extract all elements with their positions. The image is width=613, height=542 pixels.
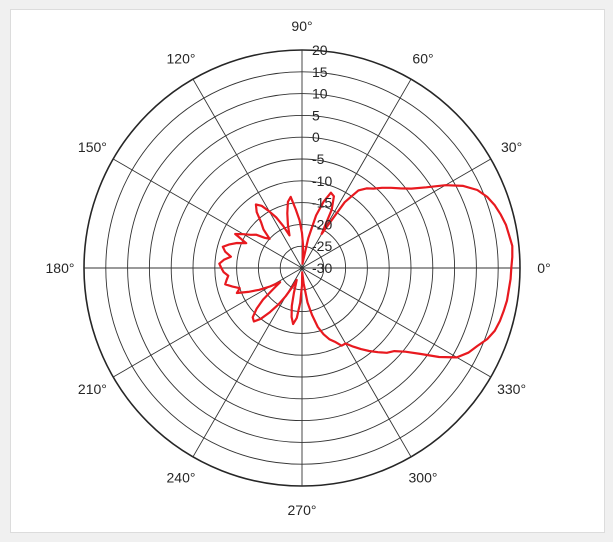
r-tick-label: -5 bbox=[312, 151, 325, 167]
angle-tick-label: 300° bbox=[409, 470, 438, 486]
angle-grid-spoke bbox=[301, 78, 412, 269]
angle-tick-label: 330° bbox=[497, 381, 526, 397]
angle-grid-spoke bbox=[301, 267, 492, 378]
r-tick-label: -25 bbox=[312, 238, 332, 254]
angle-grid-spoke bbox=[301, 158, 492, 269]
angle-tick-label: 210° bbox=[78, 381, 107, 397]
polar-chart: 0° 30° 60° 90° 120° 150° 180° 210° 240° 270° 300° 3… bbox=[46, 18, 551, 518]
angle-tick-label: 60° bbox=[412, 50, 433, 66]
plot-frame: 0° 30° 60° 90° 120° 150° 180° 210° 240° 270° 300° 3… bbox=[10, 9, 605, 533]
angle-tick-labels: 0° 30° 60° 90° 120° 150° 180° 210° 240° 270° 300° 3… bbox=[46, 18, 551, 518]
r-tick-label: -15 bbox=[312, 195, 332, 211]
angle-tick-label: 150° bbox=[78, 139, 107, 155]
r-tick-label: 0 bbox=[312, 129, 320, 145]
angle-tick-label: 30° bbox=[501, 139, 522, 155]
r-tick-label: -30 bbox=[312, 260, 332, 276]
angle-grid-spoke bbox=[192, 78, 303, 269]
angle-tick-label: 0° bbox=[537, 260, 550, 276]
angle-tick-label: 90° bbox=[291, 18, 312, 34]
series-layer bbox=[218, 184, 514, 359]
angle-tick-label: 120° bbox=[167, 50, 196, 66]
radius-tick-labels: -30 -25 -20 -15 -10 -5 0 5 10 15 20 bbox=[312, 42, 332, 276]
angle-tick-label: 240° bbox=[167, 470, 196, 486]
angular-grid bbox=[84, 50, 520, 486]
r-tick-label: 15 bbox=[312, 64, 328, 80]
r-tick-label: -20 bbox=[312, 216, 332, 232]
r-tick-label: 5 bbox=[312, 107, 320, 123]
r-tick-label: 10 bbox=[312, 86, 328, 102]
r-tick-label: 20 bbox=[312, 42, 328, 58]
angle-tick-label: 270° bbox=[288, 502, 317, 518]
series-line bbox=[218, 184, 514, 359]
angle-tick-label: 180° bbox=[46, 260, 75, 276]
angle-grid-spoke bbox=[301, 267, 412, 458]
angle-grid-spoke bbox=[112, 158, 303, 269]
r-tick-label: -10 bbox=[312, 173, 332, 189]
